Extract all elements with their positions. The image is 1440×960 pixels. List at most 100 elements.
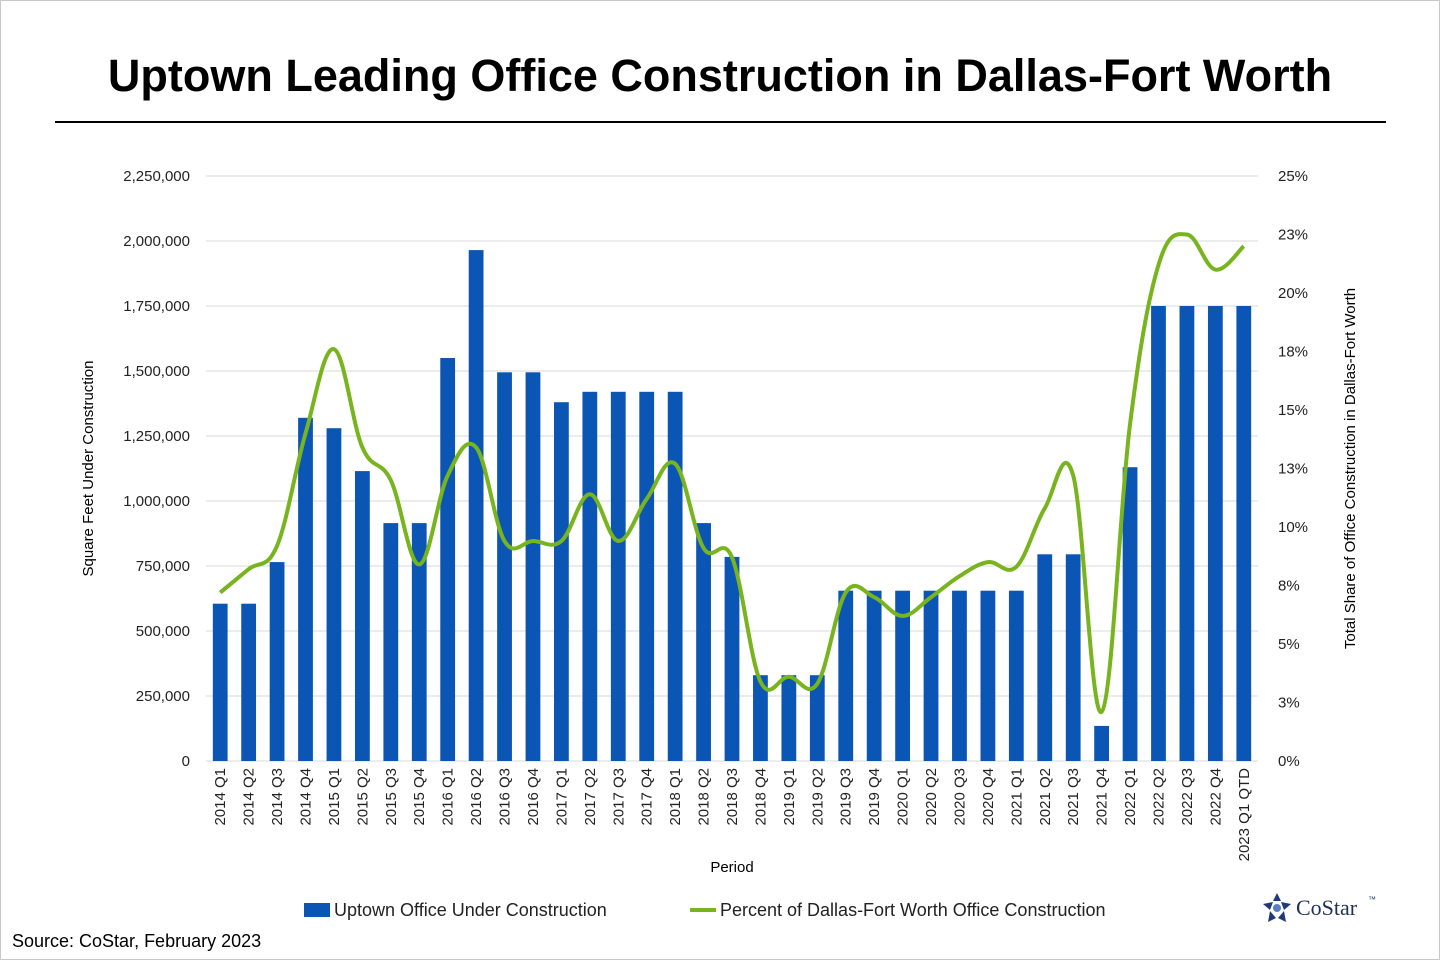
x-tick-label: 2019 Q1 [781, 768, 798, 826]
y2-tick-label: 8% [1278, 578, 1300, 595]
y2-tick-label: 20% [1278, 285, 1308, 302]
x-tick-label: 2015 Q3 [383, 768, 400, 826]
bar [355, 471, 370, 761]
bar [781, 675, 796, 761]
y2-tick-label: 13% [1278, 461, 1308, 478]
bar [696, 523, 711, 761]
bar [1009, 591, 1024, 761]
bar [241, 604, 256, 761]
bar [440, 358, 455, 761]
y2-tick-label: 0% [1278, 753, 1300, 770]
x-tick-label: 2016 Q1 [440, 768, 457, 826]
x-tick-label: 2014 Q3 [269, 768, 286, 826]
x-tick-label: 2022 Q1 [1122, 768, 1139, 826]
bar [1037, 554, 1052, 761]
bar [1151, 306, 1166, 761]
bar [383, 523, 398, 761]
y-tick-label: 1,750,000 [123, 298, 190, 315]
y2-tick-label: 18% [1278, 344, 1308, 361]
x-tick-label: 2018 Q2 [696, 768, 713, 826]
y-tick-label: 1,000,000 [123, 493, 190, 510]
x-axis-title: Period [710, 859, 753, 876]
x-tick-label: 2016 Q2 [468, 768, 485, 826]
y-tick-label: 1,500,000 [123, 363, 190, 380]
x-tick-label: 2015 Q2 [354, 768, 371, 826]
x-tick-label: 2019 Q3 [838, 768, 855, 826]
x-tick-label: 2016 Q3 [497, 768, 514, 826]
x-tick-label: 2017 Q2 [582, 768, 599, 826]
bar [1066, 554, 1081, 761]
y-tick-label: 2,000,000 [123, 233, 190, 250]
y2-tick-label: 25% [1278, 168, 1308, 185]
combo-chart: 0 250,000 500,000 750,000 1,000,000 1,250,000… [0, 130, 1440, 930]
bar [469, 250, 484, 761]
bar [1123, 467, 1138, 761]
y2-axis-title: Total Share of Office Construction in Da… [1342, 288, 1359, 649]
costar-trademark: ™ [1368, 895, 1376, 904]
x-tick-label: 2018 Q4 [752, 768, 769, 826]
y-tick-label: 750,000 [136, 558, 190, 575]
bar [952, 591, 967, 761]
bar [867, 591, 882, 761]
costar-logo-text: CoStar [1296, 895, 1357, 921]
x-tick-label: 2022 Q3 [1179, 768, 1196, 826]
bar [725, 557, 740, 761]
x-tick-label: 2023 Q1 QTD [1236, 768, 1253, 862]
y2-tick-label: 10% [1278, 519, 1308, 536]
x-tick-label: 2014 Q1 [212, 768, 229, 826]
x-tick-label: 2019 Q2 [809, 768, 826, 826]
x-tick-label: 2020 Q1 [895, 768, 912, 826]
x-tick-label: 2021 Q3 [1065, 768, 1082, 826]
bar [1208, 306, 1223, 761]
x-tick-label: 2014 Q2 [241, 768, 258, 826]
bar [497, 372, 512, 761]
source-note: Source: CoStar, February 2023 [12, 931, 261, 952]
x-tick-label: 2022 Q4 [1207, 768, 1224, 826]
x-tick-label: 2021 Q2 [1037, 768, 1054, 826]
x-tick-label: 2016 Q4 [525, 768, 542, 826]
y-axis-title: Square Feet Under Construction [80, 361, 97, 577]
x-tick-label: 2020 Q4 [980, 768, 997, 826]
y-tick-label: 0 [182, 753, 190, 770]
x-tick-label: 2018 Q3 [724, 768, 741, 826]
costar-logo: CoStar ™ [1260, 891, 1380, 925]
costar-star-icon [1260, 891, 1294, 925]
y2-tick-label: 5% [1278, 636, 1300, 653]
bar [980, 591, 995, 761]
legend-bar-swatch [304, 903, 330, 917]
bar [582, 392, 597, 761]
bar [1094, 726, 1109, 761]
x-tick-label: 2020 Q2 [923, 768, 940, 826]
x-tick-label: 2021 Q1 [1008, 768, 1025, 826]
chart-title: Uptown Leading Office Construction in Da… [0, 50, 1440, 102]
x-tick-label: 2015 Q4 [411, 768, 428, 826]
x-tick-label: 2015 Q1 [326, 768, 343, 826]
x-tick-label: 2017 Q4 [639, 768, 656, 826]
y-tick-label: 2,250,000 [123, 168, 190, 185]
bar [526, 372, 541, 761]
bar [611, 392, 626, 761]
x-tick-label: 2021 Q4 [1094, 768, 1111, 826]
bar [1180, 306, 1195, 761]
bar [639, 392, 654, 761]
bar [213, 604, 228, 761]
bar [924, 591, 939, 761]
y-tick-label: 500,000 [136, 623, 190, 640]
x-tick-label: 2017 Q3 [610, 768, 627, 826]
y2-tick-label: 23% [1278, 227, 1308, 244]
x-tick-label: 2019 Q4 [866, 768, 883, 826]
bar [554, 402, 569, 761]
x-tick-label: 2014 Q4 [298, 768, 315, 826]
legend-bar-label: Uptown Office Under Construction [334, 900, 607, 920]
bar [270, 562, 285, 761]
bar [838, 591, 853, 761]
x-tick-label: 2022 Q2 [1150, 768, 1167, 826]
x-tick-label: 2018 Q1 [667, 768, 684, 826]
bar [668, 392, 683, 761]
bar [1236, 306, 1251, 761]
y-tick-label: 1,250,000 [123, 428, 190, 445]
title-underline [55, 121, 1386, 123]
legend-line-label: Percent of Dallas-Fort Worth Office Cons… [720, 900, 1105, 920]
y-tick-label: 250,000 [136, 688, 190, 705]
bar [298, 418, 313, 761]
